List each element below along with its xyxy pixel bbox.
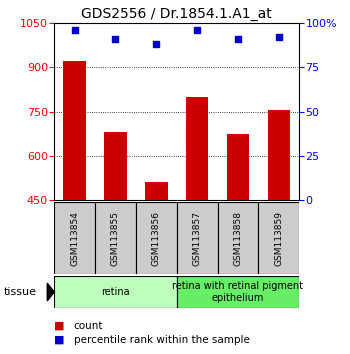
Title: GDS2556 / Dr.1854.1.A1_at: GDS2556 / Dr.1854.1.A1_at: [81, 7, 272, 21]
Text: retina with retinal pigment
epithelium: retina with retinal pigment epithelium: [173, 281, 303, 303]
Text: count: count: [74, 321, 103, 331]
Text: GSM113856: GSM113856: [152, 211, 161, 266]
Text: GSM113854: GSM113854: [70, 211, 79, 266]
Text: GSM113857: GSM113857: [193, 211, 202, 266]
Bar: [218, 202, 258, 274]
Text: GSM113858: GSM113858: [233, 211, 243, 266]
Point: [194, 27, 200, 33]
Bar: [177, 276, 299, 308]
Text: retina: retina: [101, 287, 130, 297]
Point: [72, 27, 77, 33]
Point: [276, 34, 282, 40]
Bar: [268, 110, 290, 200]
Text: ■: ■: [54, 321, 65, 331]
Text: GSM113855: GSM113855: [111, 211, 120, 266]
Bar: [54, 276, 177, 308]
Bar: [145, 182, 168, 200]
Bar: [227, 133, 249, 200]
Text: tissue: tissue: [4, 287, 36, 297]
Text: ■: ■: [54, 335, 65, 345]
Point: [113, 36, 118, 42]
Bar: [63, 61, 86, 200]
Bar: [54, 202, 95, 274]
Bar: [186, 97, 208, 200]
Bar: [95, 202, 136, 274]
Text: percentile rank within the sample: percentile rank within the sample: [74, 335, 249, 345]
Bar: [258, 202, 299, 274]
Text: GSM113859: GSM113859: [274, 211, 284, 266]
Bar: [104, 132, 127, 200]
Point: [235, 36, 241, 42]
Point: [154, 41, 159, 47]
Bar: [177, 202, 218, 274]
Bar: [136, 202, 177, 274]
